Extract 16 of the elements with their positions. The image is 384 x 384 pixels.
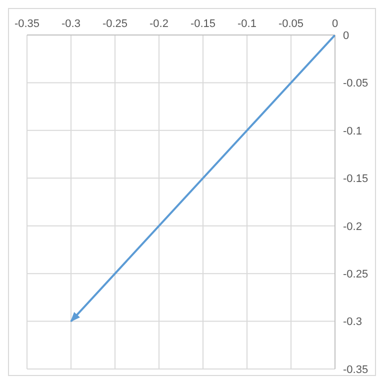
x-tick-label: -0.25 xyxy=(102,18,128,30)
y-tick-label: -0.05 xyxy=(343,78,368,90)
x-tick-label: -0.35 xyxy=(14,18,40,30)
y-tick-label: 0 xyxy=(343,30,350,42)
x-tick-label: -0.2 xyxy=(150,18,168,30)
y-tick-label: -0.25 xyxy=(343,268,368,280)
y-tick-label: -0.35 xyxy=(343,364,368,376)
x-tick-label: -0.15 xyxy=(190,18,216,30)
y-tick-label: -0.15 xyxy=(343,173,368,186)
x-tick-label: 0 xyxy=(332,18,338,30)
y-tick-label: -0.3 xyxy=(343,316,362,328)
x-tick-label: -0.3 xyxy=(62,18,80,30)
y-tick-label: -0.1 xyxy=(343,125,362,138)
y-tick-label: -0.2 xyxy=(343,220,362,233)
x-tick-label: -0.05 xyxy=(278,18,304,30)
x-tick-label: -0.1 xyxy=(238,18,256,30)
